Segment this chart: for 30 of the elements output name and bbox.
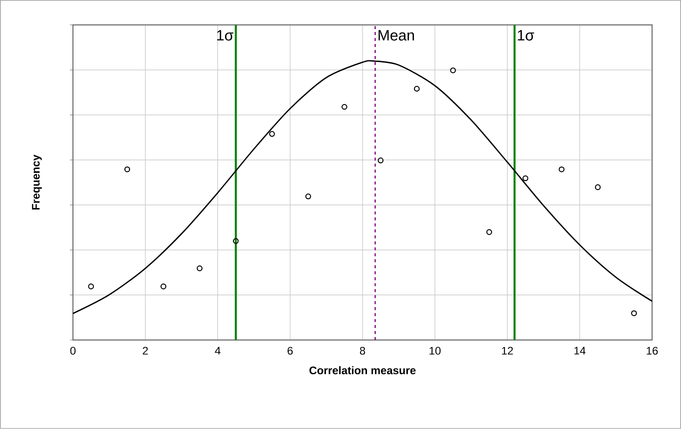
point	[522, 175, 528, 182]
point	[160, 284, 166, 290]
point	[305, 194, 312, 200]
point	[450, 67, 456, 74]
point	[124, 166, 130, 172]
ref-line-label: 1σ	[518, 30, 534, 41]
point	[631, 310, 637, 316]
x-tick-label: 0	[70, 346, 76, 355]
x-tick-label: 16	[646, 346, 658, 355]
point	[269, 131, 275, 137]
point	[378, 158, 384, 164]
point	[196, 265, 203, 272]
x-axis-title: Correlation measure	[309, 366, 416, 374]
point	[342, 104, 348, 110]
y-axis-title: Frequency	[32, 154, 42, 210]
point	[414, 86, 420, 92]
x-tick-label: 12	[502, 346, 513, 355]
x-tick-label: 2	[142, 346, 148, 355]
point	[486, 229, 492, 236]
ref-line-label: 1σ	[217, 30, 234, 41]
x-tick-label: 8	[360, 346, 366, 355]
point	[594, 184, 601, 190]
x-tick-label: 10	[430, 346, 441, 355]
x-tick-label: 4	[214, 346, 220, 354]
point	[88, 284, 94, 290]
ref-line-label: Mean	[378, 30, 414, 41]
x-tick-label: 6	[288, 346, 293, 355]
x-tick-label: 14	[574, 346, 586, 354]
point	[232, 238, 239, 244]
point	[558, 166, 565, 172]
